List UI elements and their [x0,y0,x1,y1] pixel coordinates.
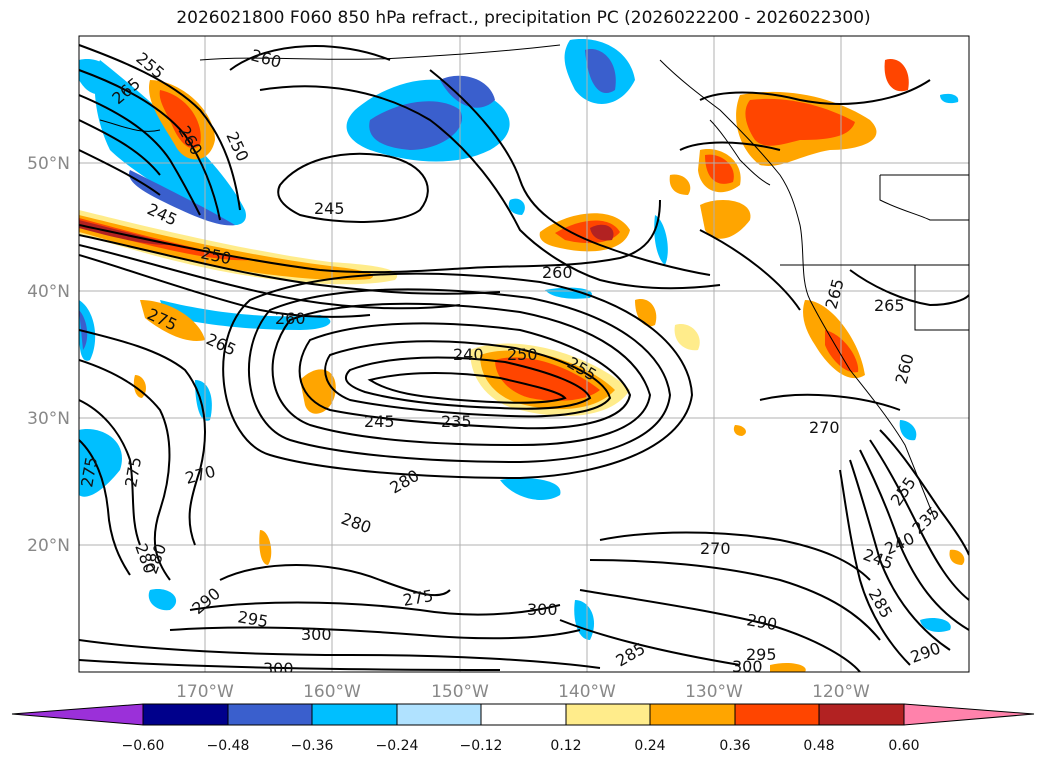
contour-label: 270 [809,418,840,437]
contour-label: 300 [527,600,558,619]
contour-label: 245 [364,412,395,431]
lon-label: 130°W [685,682,743,702]
colorbar-segment [649,703,736,726]
contour-label: 250 [507,345,538,364]
colorbar-tick-label: 0.48 [803,738,834,754]
refractivity-contours [79,44,969,672]
lat-label: 40°N [27,282,70,302]
lon-label: 160°W [303,682,361,702]
colorbar-segment [311,703,398,726]
colorbar: −0.60 −0.48 −0.36 −0.24 −0.12 0.12 0.24 … [11,703,1035,754]
colorbar-tick-label: −0.48 [207,738,250,754]
contour-label: 300 [732,657,763,676]
lon-label: 150°W [431,682,489,702]
colorbar-segment [227,703,313,726]
contour-label: 275 [77,455,101,488]
contour-label: 240 [453,345,484,364]
contour-label: 260 [542,263,573,282]
lat-label: 20°N [27,536,70,556]
longitude-axis: 170°W 160°W 150°W 140°W 130°W 120°W [176,682,870,702]
contour-label: 260 [275,309,306,328]
contour-label: 300 [263,659,294,678]
contour-label: 265 [874,296,905,315]
colorbar-tick-label: −0.60 [122,738,165,754]
contour-label: 245 [314,199,345,218]
colorbar-tick-label: 0.24 [634,738,665,754]
colorbar-segment [396,703,482,726]
contour-label: 235 [441,412,472,431]
colorbar-segment [565,703,651,726]
lon-label: 140°W [558,682,616,702]
colorbar-segment [734,703,820,726]
contour-label: 270 [700,539,731,558]
colorbar-tick-label: 0.12 [550,738,581,754]
colorbar-segment [142,703,229,726]
lat-label: 50°N [27,154,70,174]
lon-label: 170°W [176,682,234,702]
contour-label: 295 [746,645,777,664]
lat-label: 30°N [27,409,70,429]
colorbar-tick-label: −0.24 [376,738,419,754]
map-area: 255 260 265 260 250 245 245 250 260 260 … [77,35,970,678]
latitude-axis: 50°N 40°N 30°N 20°N [27,154,70,556]
colorbar-tick-label: 0.60 [888,738,919,754]
contour-label: 300 [301,625,332,644]
colorbar-tick-label: −0.36 [291,738,334,754]
colorbar-tick-label: 0.36 [719,738,750,754]
colorbar-segment [480,703,567,726]
colorbar-max-extension [903,703,1035,726]
coastlines [99,44,969,521]
colorbar-segment [818,703,905,726]
lon-label: 120°W [812,682,870,702]
map-title: 2026021800 F060 850 hPa refract., precip… [176,8,871,28]
colorbar-tick-label: −0.12 [460,738,503,754]
colorbar-min-extension [11,703,144,726]
